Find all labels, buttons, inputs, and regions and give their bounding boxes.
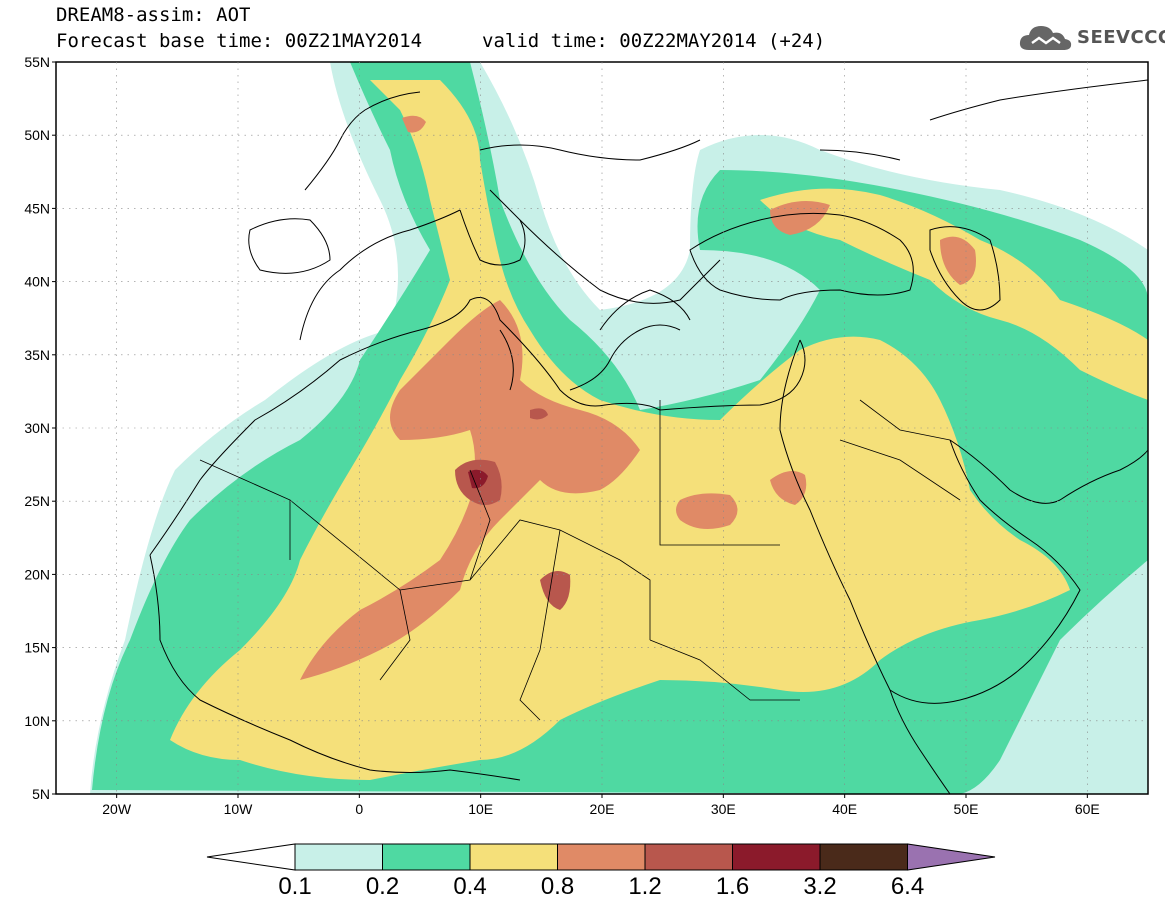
colorbar-swatch xyxy=(382,843,471,871)
colorbar-label: 3.2 xyxy=(803,873,836,900)
colorbar-swatch xyxy=(557,843,646,871)
colorbar-underflow-arrow xyxy=(206,843,296,871)
lon-label: 50E xyxy=(954,801,979,817)
aot-contour-0.8 xyxy=(770,471,807,505)
logo-text: SEEVCCC xyxy=(1077,26,1165,48)
lat-label: 40N xyxy=(24,274,50,290)
lon-label: 10W xyxy=(224,801,254,817)
forecast-base-time: Forecast base time: 00Z21MAY2014 xyxy=(56,30,423,52)
colorbar-label: 0.8 xyxy=(541,873,574,900)
lon-label: 30E xyxy=(711,801,736,817)
aot-contour-1.6 xyxy=(468,469,488,489)
lat-label: 45N xyxy=(24,200,50,216)
lat-label: 55N xyxy=(24,54,50,70)
colorbar: 0.1 0.2 0.4 0.8 1.2 1.6 3.2 6.4 xyxy=(206,843,996,900)
aot-contour-1.2 xyxy=(540,571,571,610)
colorbar-label: 0.1 xyxy=(278,873,311,900)
latitude-labels: 55N 50N 45N 40N 35N 30N 25N 20N 15N 10N 5N xyxy=(24,54,56,802)
colorbar-label: 1.2 xyxy=(628,873,661,900)
lon-label: 60E xyxy=(1075,801,1100,817)
colorbar-label: 0.4 xyxy=(453,873,486,900)
lon-label: 40E xyxy=(832,801,857,817)
aot-contour-0.8 xyxy=(940,236,976,285)
coastlines xyxy=(149,79,1148,794)
aot-contour-0.4 xyxy=(760,188,1148,400)
lon-label: 20W xyxy=(102,801,132,817)
lat-label: 5N xyxy=(32,786,50,802)
lat-label: 20N xyxy=(24,566,50,582)
lat-label: 35N xyxy=(24,347,50,363)
colorbar-label: 1.6 xyxy=(716,873,749,900)
aot-contour-0.8 xyxy=(676,493,738,529)
colorbar-label: 0.2 xyxy=(366,873,399,900)
map-title: DREAM8-assim: AOT xyxy=(56,4,251,26)
aot-contour-0.8 xyxy=(300,300,640,680)
colorbar-swatch xyxy=(644,843,733,871)
colorbar-swatch xyxy=(294,843,383,871)
lat-label: 10N xyxy=(24,713,50,729)
aot-contour-0.8 xyxy=(402,115,426,133)
colorbar-label: 6.4 xyxy=(891,873,924,900)
aot-contour-0.8 xyxy=(770,201,830,235)
lon-label: 20E xyxy=(590,801,615,817)
seevccc-logo: SEEVCCC xyxy=(1017,20,1165,54)
cloud-icon xyxy=(1019,26,1072,50)
lat-label: 50N xyxy=(24,127,50,143)
longitude-labels: 20W 10W 0 10E 20E 30E 40E 50E 60E xyxy=(102,794,1100,817)
graticule xyxy=(56,62,1148,794)
lat-label: 30N xyxy=(24,420,50,436)
lat-label: 25N xyxy=(24,493,50,509)
lon-label: 0 xyxy=(355,801,363,817)
aot-contour-1.2 xyxy=(530,408,548,420)
country-borders xyxy=(199,399,961,721)
lon-label: 10E xyxy=(468,801,493,817)
colorbar-swatch xyxy=(819,843,908,871)
colorbar-overflow-arrow xyxy=(907,843,996,871)
colorbar-swatch xyxy=(732,843,821,871)
colorbar-swatch xyxy=(469,843,558,871)
lat-label: 15N xyxy=(24,640,50,656)
valid-time: valid time: 00Z22MAY2014 (+24) xyxy=(482,30,826,52)
